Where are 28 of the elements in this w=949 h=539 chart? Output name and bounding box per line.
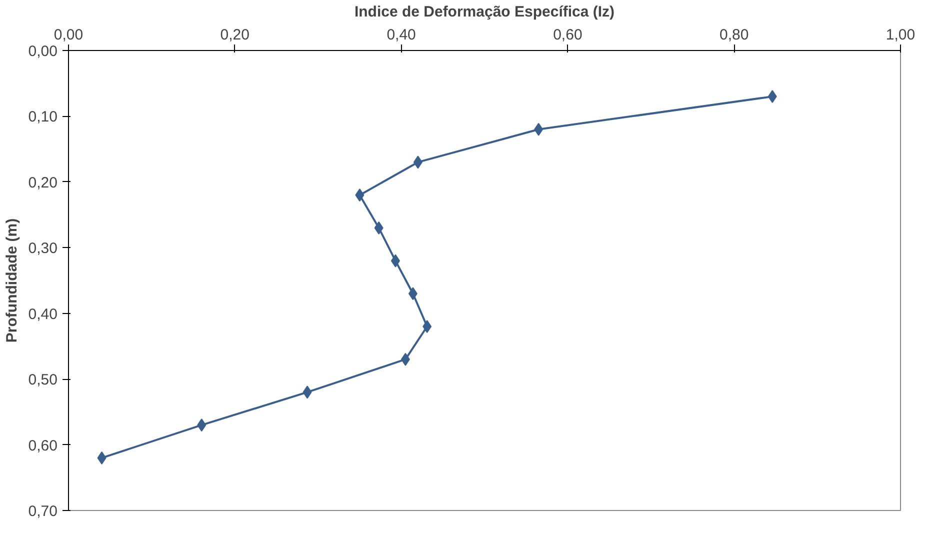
- y-tick-label: 0,70: [28, 503, 58, 520]
- point: [400, 352, 410, 366]
- x-axis-title: Indice de Deformação Específica (Iz): [354, 4, 615, 20]
- y-tick-label: 0,30: [28, 240, 58, 258]
- x-tick-label: 1,00: [886, 26, 916, 44]
- y-tick-label: 0,40: [28, 306, 58, 323]
- point: [197, 418, 206, 432]
- x-tick-label: 0,60: [553, 26, 582, 44]
- point: [97, 451, 106, 464]
- point: [408, 287, 418, 300]
- point: [413, 156, 422, 169]
- y-tick-label: 0,60: [28, 437, 58, 454]
- x-tick-label: 0,20: [220, 26, 250, 44]
- y-axis-title: Profundidade (m): [3, 218, 20, 343]
- point: [768, 90, 777, 103]
- y-tick-label: 0,10: [28, 108, 58, 126]
- point: [534, 122, 544, 136]
- point: [374, 221, 384, 234]
- y-tick-label: 0,00: [28, 43, 58, 60]
- point: [355, 188, 364, 202]
- x-tick-label: 0,00: [54, 26, 84, 44]
- point: [302, 386, 312, 399]
- y-tick-label: 0,20: [28, 174, 58, 192]
- x-tick-label: 0,40: [386, 26, 416, 44]
- y-tick-label: 0,50: [28, 372, 58, 389]
- point: [422, 320, 432, 333]
- point: [390, 254, 400, 268]
- x-tick-label: 0,80: [720, 26, 749, 44]
